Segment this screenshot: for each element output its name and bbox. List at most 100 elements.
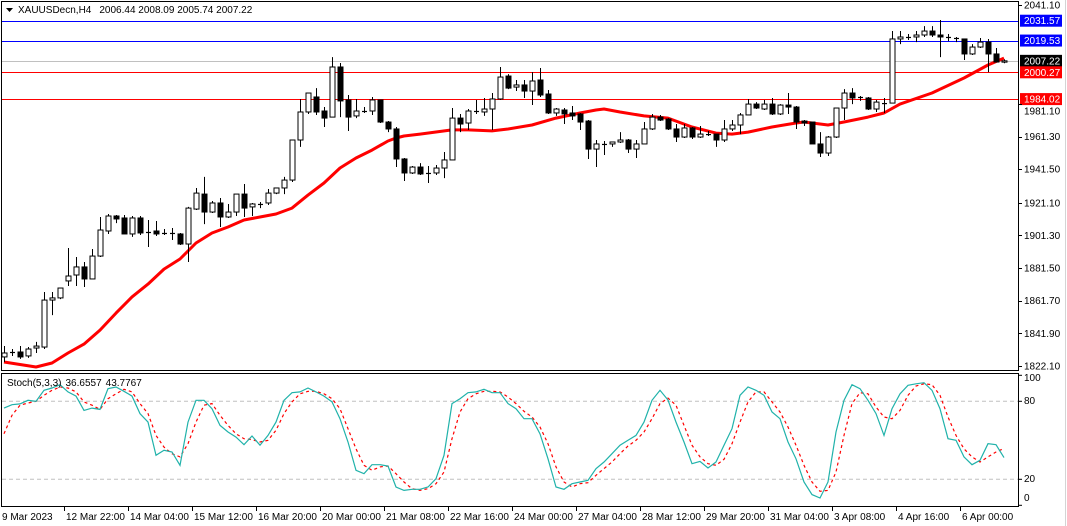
candle-body-bull bbox=[297, 111, 304, 141]
candle bbox=[273, 187, 280, 195]
candle bbox=[393, 126, 400, 168]
price-tick-label: 1981.10 bbox=[1024, 107, 1061, 118]
price-line-label: 1984.02 bbox=[1024, 95, 1061, 106]
candle-body-bull bbox=[193, 192, 200, 210]
candle-body-bear bbox=[417, 166, 424, 175]
candle bbox=[545, 90, 552, 114]
candle-body-bull bbox=[289, 139, 296, 181]
candle-body-bear bbox=[521, 84, 528, 92]
candle bbox=[129, 215, 136, 237]
candle-body-bear bbox=[177, 233, 184, 245]
price-tick-label: 1881.50 bbox=[1024, 264, 1061, 275]
candle bbox=[721, 120, 728, 142]
candle-body-bull bbox=[553, 108, 560, 114]
candle-body-bear bbox=[769, 103, 776, 115]
candle-body-bear bbox=[217, 202, 224, 218]
candle-body-bear bbox=[793, 106, 800, 123]
candle-body-bull bbox=[617, 139, 624, 143]
candle bbox=[617, 132, 624, 143]
candle-body-bull bbox=[73, 266, 80, 276]
candle bbox=[929, 26, 936, 37]
stoch-tick-label: 20 bbox=[1024, 474, 1036, 485]
stoch-d-value: 43.7767 bbox=[106, 378, 143, 389]
stoch-label: Stoch(5,3,3) bbox=[7, 378, 61, 389]
stoch-main-line bbox=[3, 382, 1005, 499]
candle bbox=[649, 113, 656, 130]
candle-body-bull bbox=[433, 167, 440, 174]
candle bbox=[577, 112, 584, 130]
candle-body-bear bbox=[241, 193, 248, 209]
candle bbox=[641, 122, 648, 145]
candle bbox=[745, 98, 752, 116]
triangle-down-icon[interactable] bbox=[6, 8, 13, 12]
candle-body-bear bbox=[985, 41, 992, 55]
ohlc-readout: 2006.44 2008.09 2005.74 2007.22 bbox=[99, 5, 252, 16]
candle bbox=[433, 165, 440, 175]
candle-body-bull bbox=[465, 110, 472, 124]
candle-body-bear bbox=[545, 93, 552, 114]
time-tick-label: 31 Mar 04:00 bbox=[770, 512, 829, 523]
time-tick-label: 6 Apr 00:00 bbox=[962, 512, 1014, 523]
candle bbox=[121, 215, 128, 235]
candle bbox=[761, 99, 768, 111]
candle bbox=[353, 98, 360, 119]
candle-body-bull bbox=[49, 297, 56, 301]
candle-body-bull bbox=[833, 107, 840, 138]
candle-body-bull bbox=[265, 192, 272, 204]
candle-body-bear bbox=[81, 266, 88, 280]
candle bbox=[585, 120, 592, 159]
candle bbox=[474, 99, 479, 114]
candle bbox=[465, 109, 472, 130]
candle-body-bear bbox=[993, 53, 1000, 63]
candle-body-bear bbox=[121, 217, 128, 235]
candle-body-bull bbox=[329, 66, 336, 118]
candle bbox=[753, 102, 760, 110]
candle-body-bull bbox=[105, 215, 112, 232]
main-chart-frame bbox=[1, 1, 1019, 371]
candle-body-bull bbox=[89, 255, 96, 280]
symbol-label: XAUUSDecn,H4 bbox=[18, 5, 92, 16]
candle-body-bull bbox=[609, 141, 616, 145]
candle-body-bear bbox=[625, 139, 632, 150]
price-tick-label: 1921.10 bbox=[1024, 198, 1061, 209]
candle bbox=[177, 232, 184, 246]
candle bbox=[553, 108, 560, 116]
time-tick-label: 21 Mar 08:00 bbox=[386, 512, 445, 523]
candle bbox=[153, 220, 160, 236]
candle-body-bull bbox=[1, 352, 8, 358]
candle-body-bull bbox=[33, 345, 40, 349]
time-tick-label: 4 Apr 16:00 bbox=[898, 512, 950, 523]
candle bbox=[337, 63, 344, 118]
candle bbox=[785, 93, 792, 114]
candle-body-bear bbox=[753, 103, 760, 109]
candle bbox=[417, 163, 424, 175]
candle-body-bear bbox=[801, 120, 808, 124]
time-tick-label: 14 Mar 04:00 bbox=[130, 512, 189, 523]
candle-body-bear bbox=[457, 117, 464, 125]
candle-body-bull bbox=[593, 143, 600, 150]
candle-body-bear bbox=[345, 99, 352, 118]
candle-body-bull bbox=[489, 98, 496, 110]
candle-body-bear bbox=[113, 215, 120, 220]
candle-body-bear bbox=[377, 99, 384, 123]
candle-body-bear bbox=[561, 109, 568, 115]
candle-body-bull bbox=[441, 159, 448, 169]
candle bbox=[146, 219, 151, 247]
candle-body-bull bbox=[233, 193, 240, 213]
candle-body-bull bbox=[777, 104, 784, 115]
candle-body-bear bbox=[713, 133, 720, 141]
candle-body-bull bbox=[41, 299, 48, 348]
candle bbox=[377, 99, 384, 124]
candle bbox=[913, 31, 920, 43]
candle bbox=[369, 96, 376, 115]
candle bbox=[113, 215, 120, 224]
price-tick-label: 1841.90 bbox=[1024, 329, 1061, 340]
candle bbox=[625, 139, 632, 154]
candle bbox=[65, 247, 72, 287]
candle bbox=[281, 176, 288, 195]
candle bbox=[706, 130, 711, 137]
candle-body-bull bbox=[281, 179, 288, 189]
candle-body-bear bbox=[657, 116, 664, 121]
candle bbox=[209, 200, 216, 214]
